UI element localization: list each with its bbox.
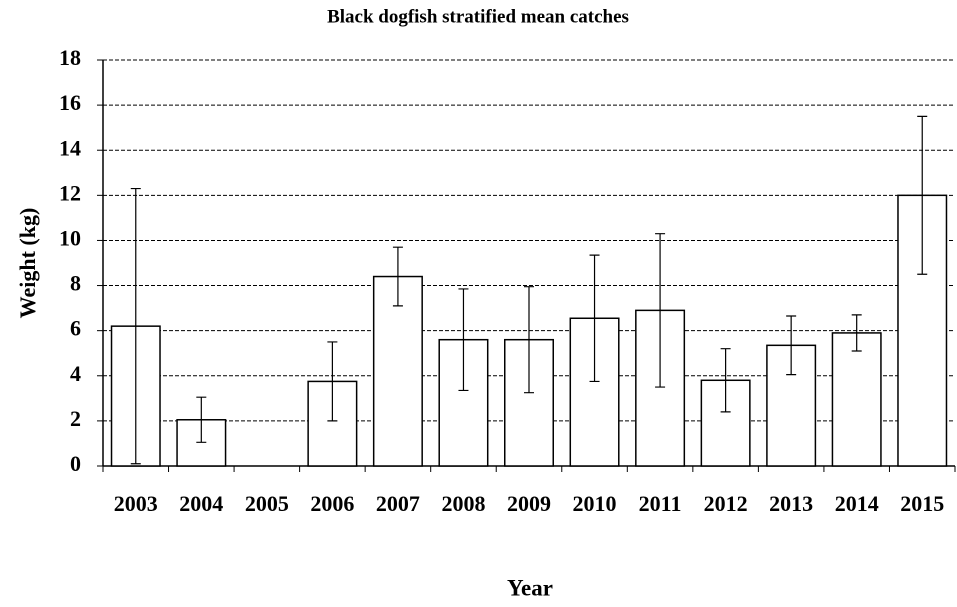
x-tick-label: 2014 (835, 491, 879, 516)
x-tick-label: 2003 (114, 491, 158, 516)
bar (372, 275, 423, 467)
x-tick-label: 2013 (769, 491, 813, 516)
error-bar (392, 246, 403, 307)
y-tick-label: 16 (59, 90, 81, 115)
x-tick-label: 2004 (179, 491, 223, 516)
x-tick-label: 2008 (441, 491, 485, 516)
error-bar (589, 254, 600, 383)
x-tick-label: 2011 (639, 491, 682, 516)
x-tick-label: 2006 (310, 491, 354, 516)
bar (831, 332, 882, 467)
x-tick-label: 2012 (704, 491, 748, 516)
y-tick-label: 8 (70, 271, 81, 296)
x-tick-label: 2010 (573, 491, 617, 516)
y-tick-label: 0 (70, 451, 81, 476)
y-tick-label: 2 (70, 406, 81, 431)
chart-title: Black dogfish stratified mean catches (327, 6, 629, 27)
error-bar (720, 348, 731, 413)
error-bar (130, 187, 141, 465)
x-axis-label: Year (507, 575, 553, 600)
error-bar (327, 341, 338, 422)
x-tick-label: 2009 (507, 491, 551, 516)
error-bar (786, 315, 797, 376)
y-tick-label: 14 (59, 135, 81, 160)
error-bar (851, 314, 862, 352)
x-tick-label: 2015 (900, 491, 944, 516)
y-tick-label: 4 (70, 361, 81, 386)
error-bar (524, 286, 534, 394)
y-axis-label: Weight (kg) (15, 208, 40, 319)
y-tick-label: 6 (70, 316, 81, 341)
x-tick-label: 2005 (245, 491, 289, 516)
error-bar (655, 233, 666, 388)
y-tick-label: 10 (59, 225, 81, 250)
x-tick-label: 2007 (376, 491, 420, 516)
y-tick-label: 12 (59, 180, 81, 205)
error-bar (917, 115, 928, 275)
y-tick-label: 18 (59, 45, 81, 70)
error-bar (196, 396, 207, 443)
error-bar (458, 288, 469, 392)
